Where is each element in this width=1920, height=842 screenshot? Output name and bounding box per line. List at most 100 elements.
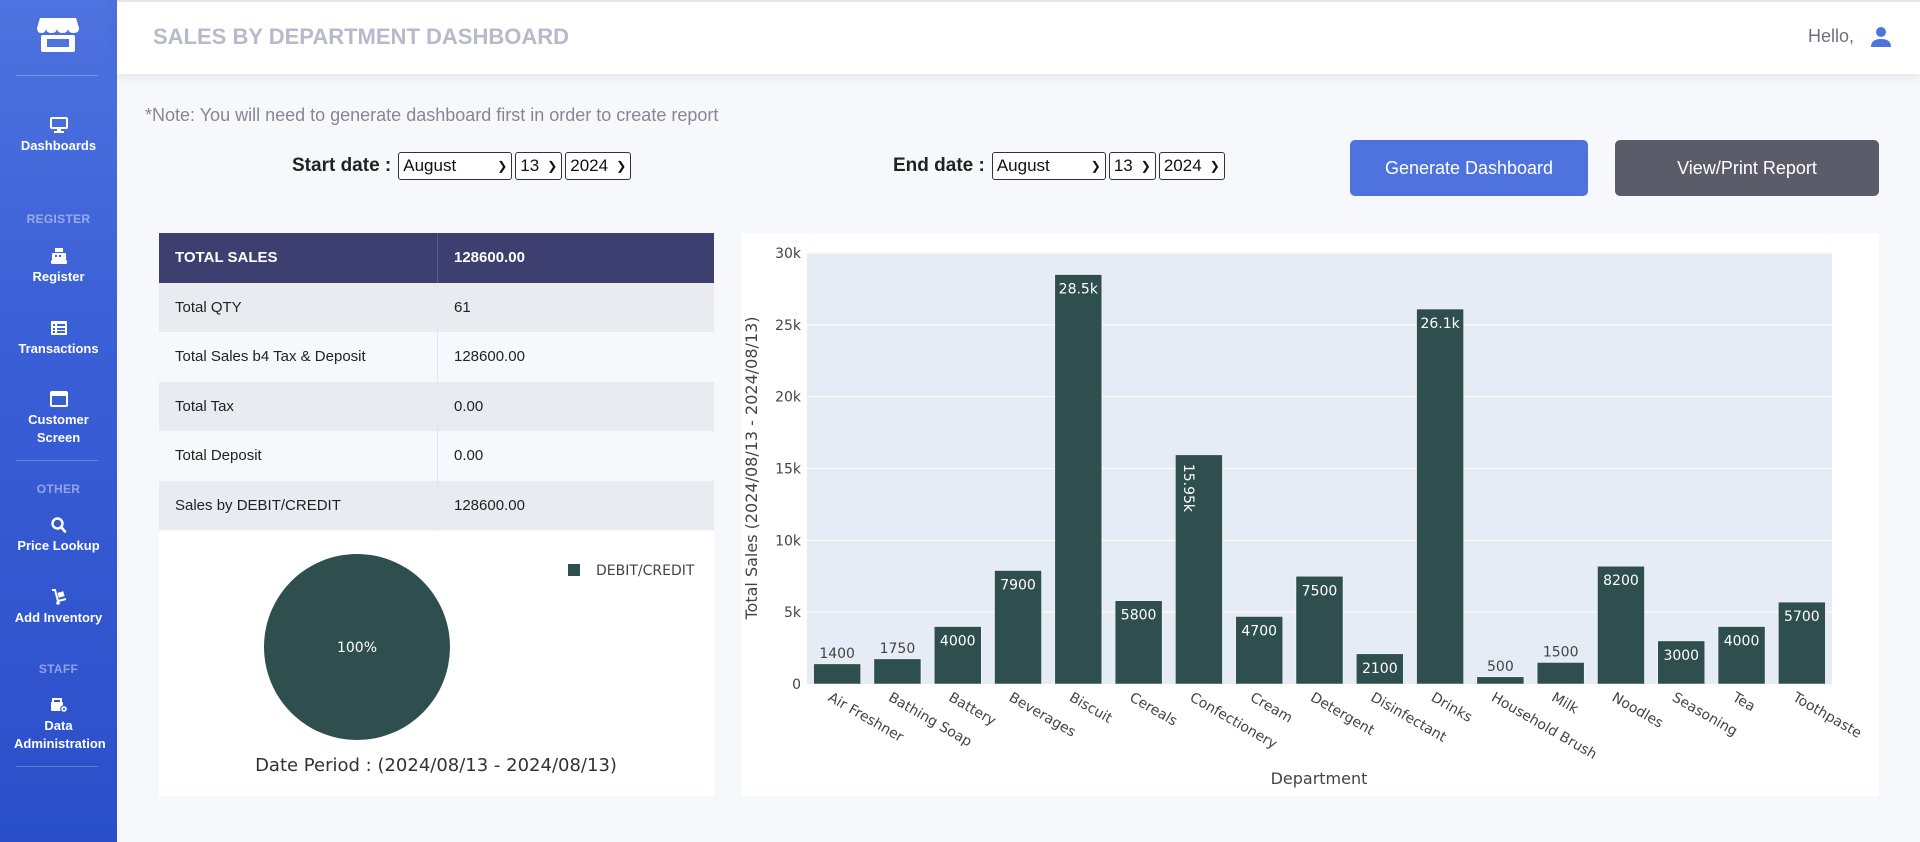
bars: 1400 1750 4000 7900 28.5k 5800 15.95k 4700 7500 2… [813, 274, 1826, 685]
bar[interactable] [1054, 274, 1103, 685]
row-label: Total Deposit [175, 447, 262, 465]
sidebar-item-dashboards[interactable]: Dashboards [0, 117, 117, 155]
start-date-label: Start date : [292, 155, 392, 176]
sidebar-heading-other: OTHER [36, 482, 81, 496]
bar-value-label: 28.5k [1059, 282, 1099, 298]
table-row: Sales by DEBIT/CREDIT 128600.00 [159, 480, 714, 530]
report-note: *Note: You will need to generate dashboa… [145, 105, 719, 125]
generate-dashboard-button[interactable]: Generate Dashboard [1350, 140, 1588, 196]
sidebar-item-add-inventory[interactable]: Add Inventory [0, 589, 117, 627]
y-tick-label: 25k [775, 318, 802, 334]
user-greeting: Hello, [1807, 26, 1854, 46]
row-value: 0.00 [437, 431, 483, 481]
window-icon [49, 391, 68, 407]
total-sales-value: 128600.00 [437, 233, 525, 283]
bar[interactable] [1536, 662, 1585, 685]
user-icon[interactable] [1870, 26, 1892, 48]
bar[interactable] [1175, 454, 1223, 685]
x-tick-label: Milk [1549, 690, 1582, 718]
view-print-report-button[interactable]: View/Print Report [1615, 140, 1879, 196]
sidebar-item-customer-screen[interactable]: Customer Screen [0, 391, 117, 447]
sidebar-item-data-administration[interactable]: Data Administration [0, 697, 117, 753]
y-tick-label: 0 [792, 677, 801, 693]
pie-slice[interactable] [264, 554, 450, 740]
store-logo-icon[interactable] [36, 14, 80, 54]
bar[interactable] [1476, 676, 1525, 685]
bar[interactable] [813, 663, 861, 685]
sidebar-item-price-lookup[interactable]: Price Lookup [0, 517, 117, 555]
bar[interactable] [1356, 653, 1404, 685]
bar-value-label: 15.95k [1180, 464, 1196, 513]
bar[interactable] [1416, 308, 1464, 685]
row-value: 0.00 [437, 381, 483, 431]
start-day-select[interactable]: 13 ❯ [515, 152, 563, 180]
x-tick-label: Tea [1729, 689, 1758, 715]
x-tick-label: Cream [1247, 690, 1295, 727]
end-year-select[interactable]: 2024 ❯ [1158, 152, 1225, 180]
row-value: 128600.00 [437, 332, 525, 382]
bar[interactable] [1657, 640, 1706, 685]
chevron-down-icon: ❯ [497, 159, 508, 173]
bar-value-label: 7900 [1000, 578, 1036, 594]
sidebar-item-label: Add Inventory [14, 610, 103, 625]
bar-value-label: 500 [1487, 659, 1514, 675]
legend-swatch[interactable] [568, 564, 580, 576]
total-sales-label: TOTAL SALES [175, 249, 278, 267]
row-label: Total QTY [175, 298, 242, 316]
bar[interactable] [1235, 616, 1283, 685]
sidebar-item-label: Customer Screen [28, 412, 89, 445]
bar-value-label: 1750 [880, 641, 916, 657]
x-tick-label: Cereals [1127, 690, 1180, 730]
end-day-select[interactable]: 13 ❯ [1108, 152, 1156, 180]
chevron-down-icon: ❯ [1090, 159, 1101, 173]
end-month-select[interactable]: August ❯ [991, 152, 1106, 180]
sidebar-divider [16, 75, 98, 76]
dolly-icon [51, 589, 66, 605]
start-year-select[interactable]: 2024 ❯ [565, 152, 632, 180]
row-value: 61 [437, 282, 471, 332]
bar-value-label: 4700 [1241, 623, 1277, 639]
sidebar-heading-staff: STAFF [38, 662, 79, 676]
legend-label: DEBIT/CREDIT [596, 563, 695, 579]
x-tick-label: Noodles [1609, 690, 1666, 732]
y-axis-label: Total Sales (2024/08/13 - 2024/08/13) [742, 317, 761, 621]
sidebar-item-label: Price Lookup [17, 538, 100, 553]
y-tick-label: 20k [775, 390, 802, 406]
bar-value-label: 1500 [1543, 644, 1579, 660]
bar[interactable] [873, 658, 922, 685]
bar[interactable] [1295, 576, 1344, 685]
sidebar: Dashboards REGISTER Register Transaction… [0, 0, 117, 842]
sidebar-divider [16, 766, 98, 767]
x-tick-label: Detergent [1308, 690, 1378, 740]
bar[interactable] [1114, 600, 1163, 685]
start-year-value: 2024 [570, 156, 609, 175]
bar[interactable] [1717, 626, 1766, 685]
page-title: SALES BY DEPARTMENT DASHBOARD [153, 24, 569, 49]
sidebar-heading-register: REGISTER [26, 212, 91, 226]
sidebar-item-label: Data Administration [14, 718, 106, 751]
bar-value-label: 5800 [1121, 608, 1157, 624]
x-tick-label: Drinks [1428, 690, 1475, 726]
bar[interactable] [1778, 601, 1826, 685]
sidebar-divider [16, 460, 98, 461]
chevron-down-icon: ❯ [1209, 159, 1220, 173]
x-axis-label: Department [1271, 769, 1368, 788]
bar-value-label: 4000 [940, 634, 976, 650]
start-month-select[interactable]: August ❯ [398, 152, 513, 180]
x-tick-label: Toothpaste [1789, 689, 1864, 742]
row-label: Total Sales b4 Tax & Deposit [175, 348, 366, 366]
row-label: Total Tax [175, 397, 234, 415]
bar[interactable] [994, 570, 1042, 685]
bar-value-label: 3000 [1663, 648, 1699, 664]
list-icon [50, 321, 67, 335]
sidebar-item-transactions[interactable]: Transactions [0, 320, 117, 358]
end-month-value: August [996, 156, 1050, 175]
bar-value-label: 4000 [1724, 634, 1760, 650]
y-tick-label: 15k [775, 462, 802, 478]
bar[interactable] [1597, 565, 1645, 685]
bar[interactable] [933, 626, 982, 685]
department-sales-chart-panel: 0 5k 10k 15k 20k 25k 30k 1400 1750 4000 7900 28.5k… [741, 233, 1879, 796]
sidebar-item-register[interactable]: Register [0, 248, 117, 286]
y-tick-label: 5k [784, 605, 802, 621]
sidebar-item-label: Register [32, 269, 85, 284]
